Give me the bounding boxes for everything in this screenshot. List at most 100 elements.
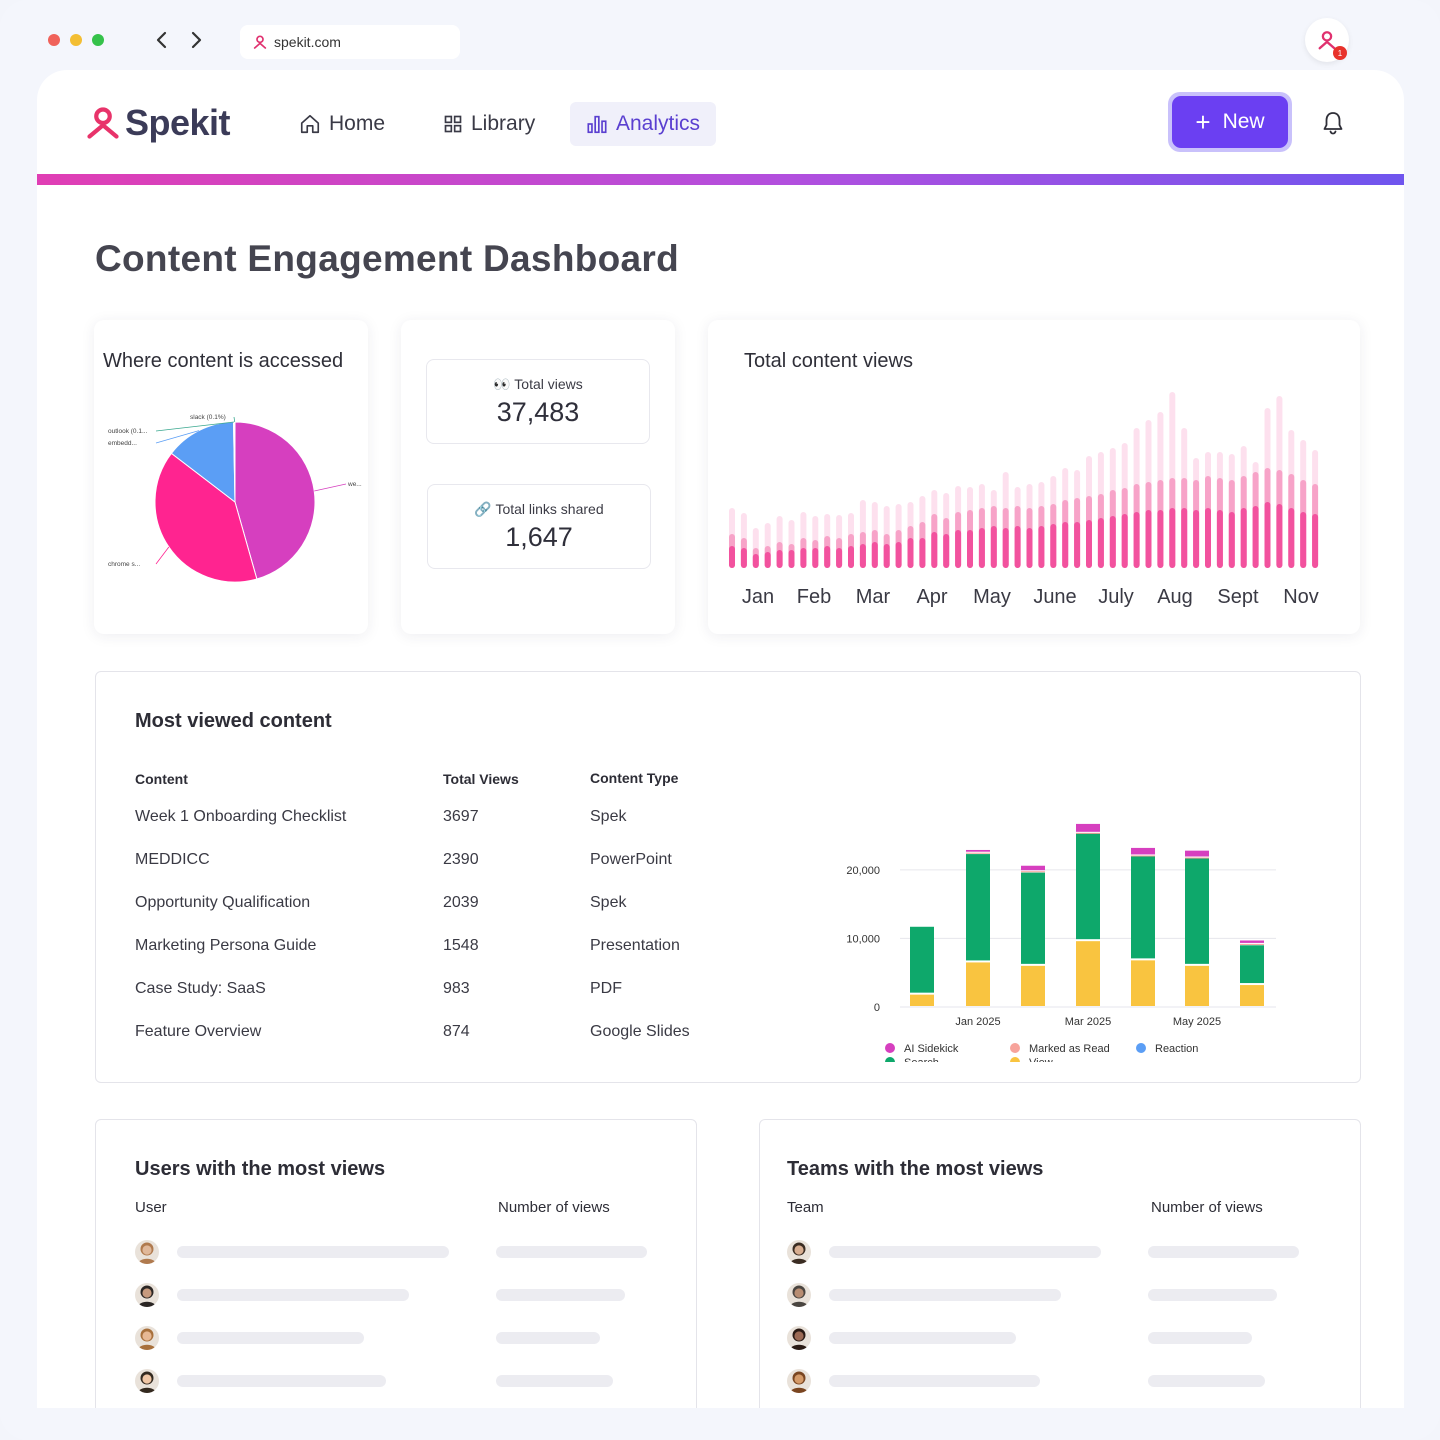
avatar[interactable] <box>787 1326 811 1350</box>
views-bar[interactable] <box>1264 502 1271 568</box>
legend-label[interactable]: Marked as Read <box>1029 1043 1110 1055</box>
views-bar[interactable] <box>729 546 735 568</box>
table-cell-content[interactable]: Feature Overview <box>135 1023 262 1040</box>
table-cell-content[interactable]: Case Study: SaaS <box>135 980 266 997</box>
views-bar[interactable] <box>1026 528 1033 568</box>
spekit-extension-button[interactable]: 1 <box>1305 18 1349 62</box>
pie-slice[interactable] <box>233 421 236 503</box>
avatar[interactable] <box>135 1369 159 1393</box>
avatar[interactable] <box>135 1326 159 1350</box>
forward-arrow-icon[interactable] <box>184 28 208 52</box>
views-bar[interactable] <box>1193 510 1200 568</box>
stacked-bar-segment[interactable] <box>1021 872 1045 964</box>
views-bar[interactable] <box>1133 512 1140 568</box>
views-bar[interactable] <box>859 544 866 568</box>
views-bar[interactable] <box>907 538 914 568</box>
stacked-bar-segment[interactable] <box>1131 847 1155 855</box>
views-bar[interactable] <box>1097 518 1104 568</box>
views-bar[interactable] <box>752 554 759 568</box>
views-bar[interactable] <box>1074 522 1081 568</box>
views-bar[interactable] <box>1038 526 1045 568</box>
nav-home[interactable]: Home <box>283 102 401 146</box>
views-bar[interactable] <box>836 548 843 568</box>
stacked-bar-segment[interactable] <box>1185 965 1209 1006</box>
spekit-logo[interactable]: Spekit <box>85 102 231 144</box>
views-bar[interactable] <box>764 552 771 568</box>
stacked-bar-segment[interactable] <box>1185 850 1209 857</box>
views-bar[interactable] <box>1002 528 1009 568</box>
stacked-bar-segment[interactable] <box>1076 823 1100 832</box>
views-bar[interactable] <box>895 542 902 568</box>
stacked-bar-segment[interactable] <box>1131 855 1155 857</box>
views-bar[interactable] <box>1121 514 1128 568</box>
table-cell-content[interactable]: MEDDICC <box>135 851 210 868</box>
close-window-button[interactable] <box>48 34 60 46</box>
stacked-bar-segment[interactable] <box>1240 985 1264 1006</box>
back-arrow-icon[interactable] <box>150 28 174 52</box>
pie-slice[interactable] <box>154 452 258 583</box>
stacked-bar-segment[interactable] <box>1185 858 1209 964</box>
table-cell-content[interactable]: Opportunity Qualification <box>135 894 311 911</box>
stacked-bar-segment[interactable] <box>1185 857 1209 859</box>
views-bar[interactable] <box>1312 514 1319 568</box>
views-bar[interactable] <box>1288 508 1295 568</box>
views-bar[interactable] <box>990 526 997 568</box>
legend-label[interactable]: Reaction <box>1155 1043 1198 1055</box>
stacked-bar-segment[interactable] <box>1021 865 1045 871</box>
new-button[interactable]: + New <box>1172 96 1288 148</box>
stacked-bar-segment[interactable] <box>1021 965 1045 1006</box>
table-cell-content[interactable]: Marketing Persona Guide <box>135 937 317 954</box>
nav-library[interactable]: Library <box>427 102 551 146</box>
views-bar[interactable] <box>967 530 973 568</box>
url-bar[interactable]: spekit.com <box>240 25 460 59</box>
stacked-bar-segment[interactable] <box>966 849 990 852</box>
views-bar[interactable] <box>1109 516 1116 568</box>
views-bar[interactable] <box>1181 508 1188 568</box>
stacked-bar-segment[interactable] <box>966 854 990 961</box>
views-bar[interactable] <box>824 546 831 568</box>
legend-label[interactable]: View <box>1029 1057 1053 1062</box>
views-bar[interactable] <box>1050 524 1057 568</box>
views-bar[interactable] <box>1205 508 1211 568</box>
views-bar[interactable] <box>919 538 926 568</box>
legend-label[interactable]: AI Sidekick <box>904 1043 959 1055</box>
views-bar[interactable] <box>1276 504 1283 568</box>
nav-analytics[interactable]: Analytics <box>570 102 717 146</box>
views-bar[interactable] <box>1145 510 1152 568</box>
pie-slice[interactable] <box>234 421 316 580</box>
views-bar[interactable] <box>800 548 807 568</box>
stacked-bar-segment[interactable] <box>1240 940 1264 943</box>
views-bar[interactable] <box>1157 510 1164 568</box>
views-bar[interactable] <box>883 544 890 568</box>
views-bar[interactable] <box>978 528 985 568</box>
avatar[interactable] <box>135 1240 159 1264</box>
views-bar[interactable] <box>943 534 950 568</box>
views-bar[interactable] <box>1062 522 1069 568</box>
stacked-bar-segment[interactable] <box>1131 856 1155 959</box>
bell-icon[interactable] <box>1321 110 1345 136</box>
views-bar[interactable] <box>1300 512 1307 568</box>
views-bar[interactable] <box>812 548 819 568</box>
stacked-bar-segment[interactable] <box>1131 960 1155 1006</box>
avatar[interactable] <box>135 1283 159 1307</box>
stacked-bar-segment[interactable] <box>1076 941 1100 1006</box>
views-bar[interactable] <box>931 532 938 568</box>
stacked-bar-segment[interactable] <box>966 852 990 854</box>
legend-label[interactable]: Search <box>904 1057 939 1062</box>
stacked-bar-segment[interactable] <box>1076 833 1100 940</box>
avatar[interactable] <box>787 1369 811 1393</box>
views-bar[interactable] <box>788 550 795 568</box>
maximize-window-button[interactable] <box>92 34 104 46</box>
views-bar[interactable] <box>871 542 878 568</box>
views-bar[interactable] <box>848 546 854 568</box>
views-bar[interactable] <box>1086 520 1092 568</box>
stacked-bar-segment[interactable] <box>1076 832 1100 834</box>
stacked-bar-segment[interactable] <box>910 994 934 1006</box>
views-bar[interactable] <box>740 548 747 568</box>
avatar[interactable] <box>787 1240 811 1264</box>
table-cell-content[interactable]: Week 1 Onboarding Checklist <box>135 808 347 825</box>
stacked-bar-segment[interactable] <box>1240 943 1264 945</box>
stacked-bar-segment[interactable] <box>910 926 934 993</box>
views-bar[interactable] <box>776 550 783 568</box>
avatar[interactable] <box>787 1283 811 1307</box>
